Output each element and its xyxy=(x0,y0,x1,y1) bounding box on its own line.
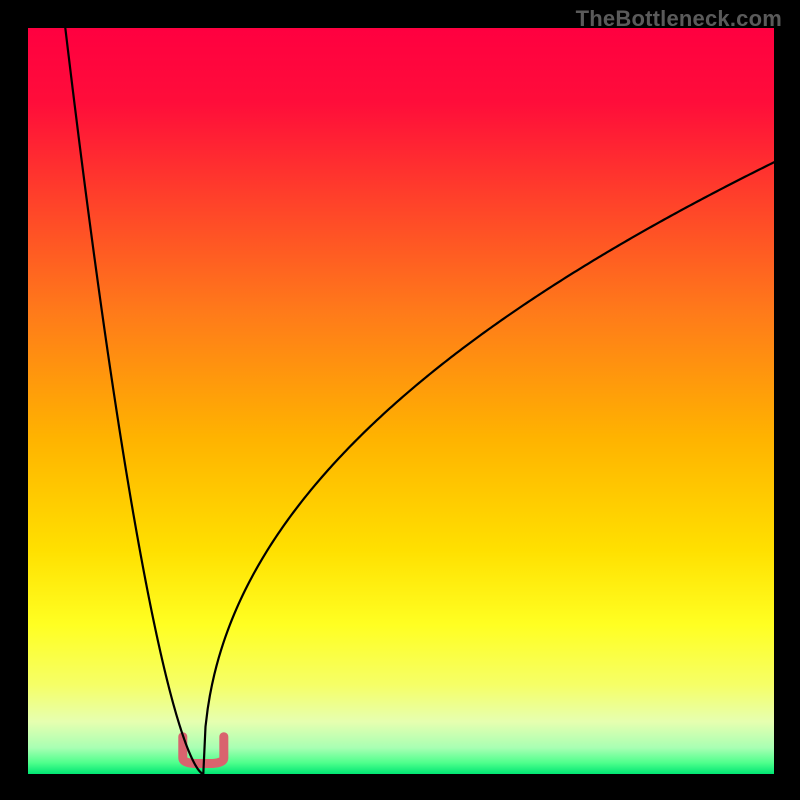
plot-area xyxy=(28,28,774,774)
plot-svg xyxy=(28,28,774,774)
chart-frame: TheBottleneck.com xyxy=(0,0,800,800)
plot-background xyxy=(28,28,774,774)
